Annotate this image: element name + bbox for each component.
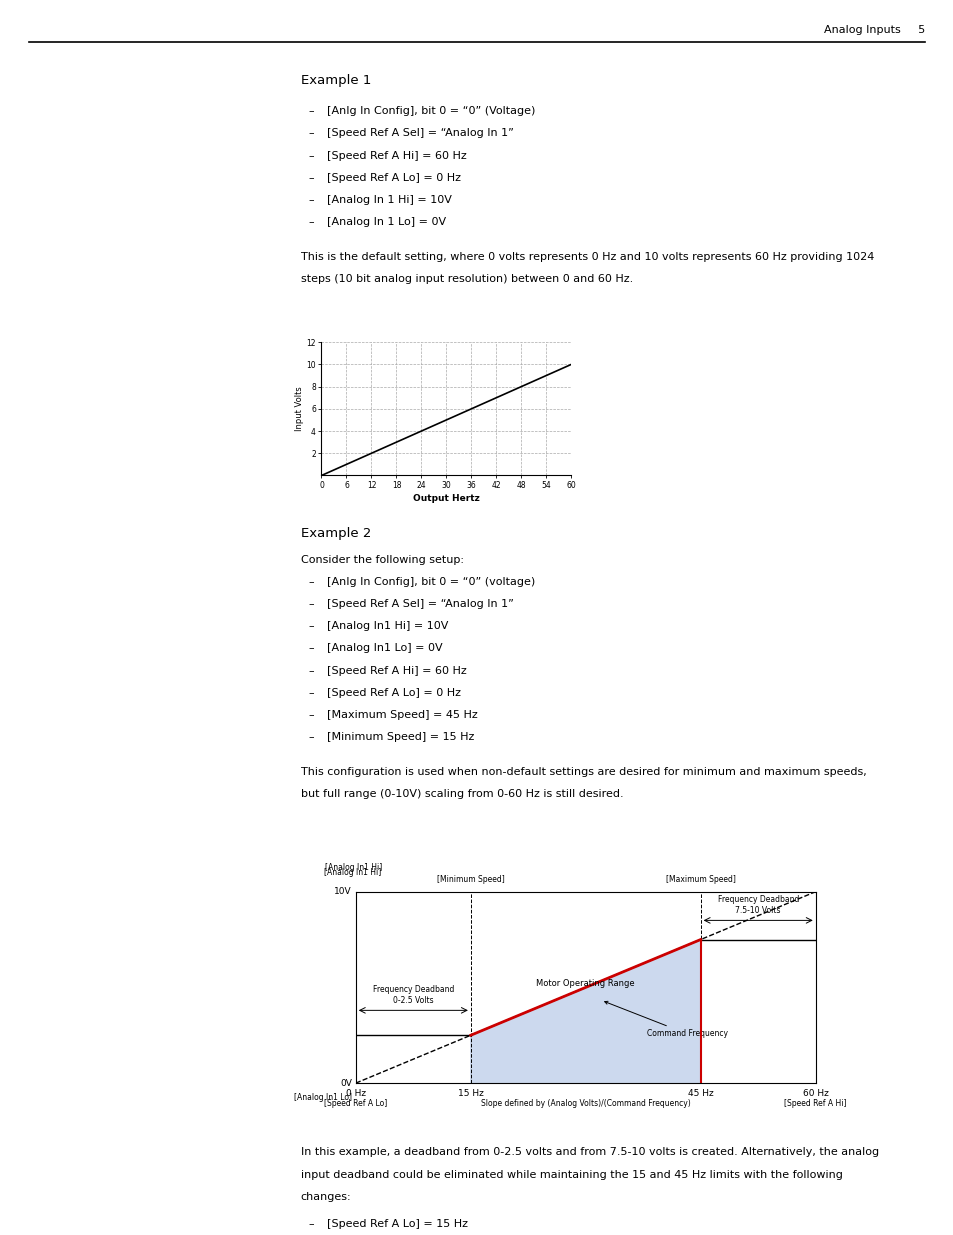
Text: 15 Hz: 15 Hz <box>457 1089 483 1098</box>
Y-axis label: Input Volts: Input Volts <box>294 387 303 431</box>
Text: [Maximum Speed]: [Maximum Speed] <box>665 876 735 884</box>
Text: Command Frequency: Command Frequency <box>604 1002 727 1039</box>
Polygon shape <box>470 940 700 1083</box>
Text: [Speed Ref A Lo] = 15 Hz: [Speed Ref A Lo] = 15 Hz <box>327 1219 468 1229</box>
Text: –: – <box>308 621 314 631</box>
Text: –: – <box>308 128 314 138</box>
Text: [Speed Ref A Hi] = 60 Hz: [Speed Ref A Hi] = 60 Hz <box>327 666 466 676</box>
Text: [Speed Ref A Sel] = “Analog In 1”: [Speed Ref A Sel] = “Analog In 1” <box>327 128 514 138</box>
Text: –: – <box>308 732 314 742</box>
Text: [AnIg In Config], bit 0 = “0” (voltage): [AnIg In Config], bit 0 = “0” (voltage) <box>327 577 535 587</box>
Text: –: – <box>308 577 314 587</box>
Text: –: – <box>308 643 314 653</box>
Text: This configuration is used when non-default settings are desired for minimum and: This configuration is used when non-defa… <box>300 767 865 777</box>
Text: Frequency Deadband
7.5-10 Volts: Frequency Deadband 7.5-10 Volts <box>717 895 798 915</box>
Text: –: – <box>308 173 314 183</box>
Text: –: – <box>308 599 314 609</box>
Text: –: – <box>308 195 314 205</box>
Text: –: – <box>308 151 314 161</box>
Text: [Speed Ref A Lo] = 0 Hz: [Speed Ref A Lo] = 0 Hz <box>327 688 460 698</box>
Text: –: – <box>308 666 314 676</box>
X-axis label: Output Hertz: Output Hertz <box>413 494 479 503</box>
Text: [Speed Ref A Lo] = 0 Hz: [Speed Ref A Lo] = 0 Hz <box>327 173 460 183</box>
Text: [Minimum Speed] = 15 Hz: [Minimum Speed] = 15 Hz <box>327 732 474 742</box>
Text: Example 1: Example 1 <box>300 74 371 88</box>
Text: [Minimum Speed]: [Minimum Speed] <box>436 876 504 884</box>
Text: 60 Hz: 60 Hz <box>801 1089 828 1098</box>
Text: steps (10 bit analog input resolution) between 0 and 60 Hz.: steps (10 bit analog input resolution) b… <box>300 274 632 284</box>
Text: input deadband could be eliminated while maintaining the 15 and 45 Hz limits wit: input deadband could be eliminated while… <box>300 1170 841 1179</box>
Text: Analog Inputs     5: Analog Inputs 5 <box>823 25 924 35</box>
Text: Motor Operating Range: Motor Operating Range <box>536 979 635 988</box>
Text: 10V: 10V <box>335 887 352 897</box>
Text: [Speed Ref A Sel] = “Analog In 1”: [Speed Ref A Sel] = “Analog In 1” <box>327 599 514 609</box>
Text: [Speed Ref A Hi]: [Speed Ref A Hi] <box>783 1099 846 1108</box>
Text: 0 Hz: 0 Hz <box>345 1089 366 1098</box>
Text: –: – <box>308 1219 314 1229</box>
Text: –: – <box>308 217 314 227</box>
Text: [Analog In1 Lo] = 0V: [Analog In1 Lo] = 0V <box>327 643 442 653</box>
Text: Frequency Deadband
0-2.5 Volts: Frequency Deadband 0-2.5 Volts <box>373 986 454 1004</box>
Text: Example 2: Example 2 <box>300 527 371 541</box>
Text: [Maximum Speed] = 45 Hz: [Maximum Speed] = 45 Hz <box>327 710 477 720</box>
Text: [Analog In1 Hi]: [Analog In1 Hi] <box>324 868 381 877</box>
Text: but full range (0-10V) scaling from 0-60 Hz is still desired.: but full range (0-10V) scaling from 0-60… <box>300 789 622 799</box>
Text: changes:: changes: <box>300 1192 351 1202</box>
Text: This is the default setting, where 0 volts represents 0 Hz and 10 volts represen: This is the default setting, where 0 vol… <box>300 252 873 262</box>
Text: [Analog In1 Lo]: [Analog In1 Lo] <box>294 1093 352 1102</box>
Text: [AnIg In Config], bit 0 = “0” (Voltage): [AnIg In Config], bit 0 = “0” (Voltage) <box>327 106 535 116</box>
Text: [Analog In 1 Lo] = 0V: [Analog In 1 Lo] = 0V <box>327 217 446 227</box>
Text: Consider the following setup:: Consider the following setup: <box>300 555 463 564</box>
Text: 0V: 0V <box>340 1078 352 1088</box>
Text: 45 Hz: 45 Hz <box>687 1089 713 1098</box>
Text: Slope defined by (Analog Volts)/(Command Frequency): Slope defined by (Analog Volts)/(Command… <box>480 1099 690 1108</box>
Text: [Speed Ref A Hi] = 60 Hz: [Speed Ref A Hi] = 60 Hz <box>327 151 466 161</box>
Text: [Analog In1 Hi]: [Analog In1 Hi] <box>325 863 382 872</box>
Text: [Analog In 1 Hi] = 10V: [Analog In 1 Hi] = 10V <box>327 195 452 205</box>
Text: [Analog In1 Hi] = 10V: [Analog In1 Hi] = 10V <box>327 621 448 631</box>
Text: –: – <box>308 688 314 698</box>
Text: In this example, a deadband from 0-2.5 volts and from 7.5-10 volts is created. A: In this example, a deadband from 0-2.5 v… <box>300 1147 878 1157</box>
Text: –: – <box>308 710 314 720</box>
Text: –: – <box>308 106 314 116</box>
Text: [Speed Ref A Lo]: [Speed Ref A Lo] <box>324 1099 387 1108</box>
